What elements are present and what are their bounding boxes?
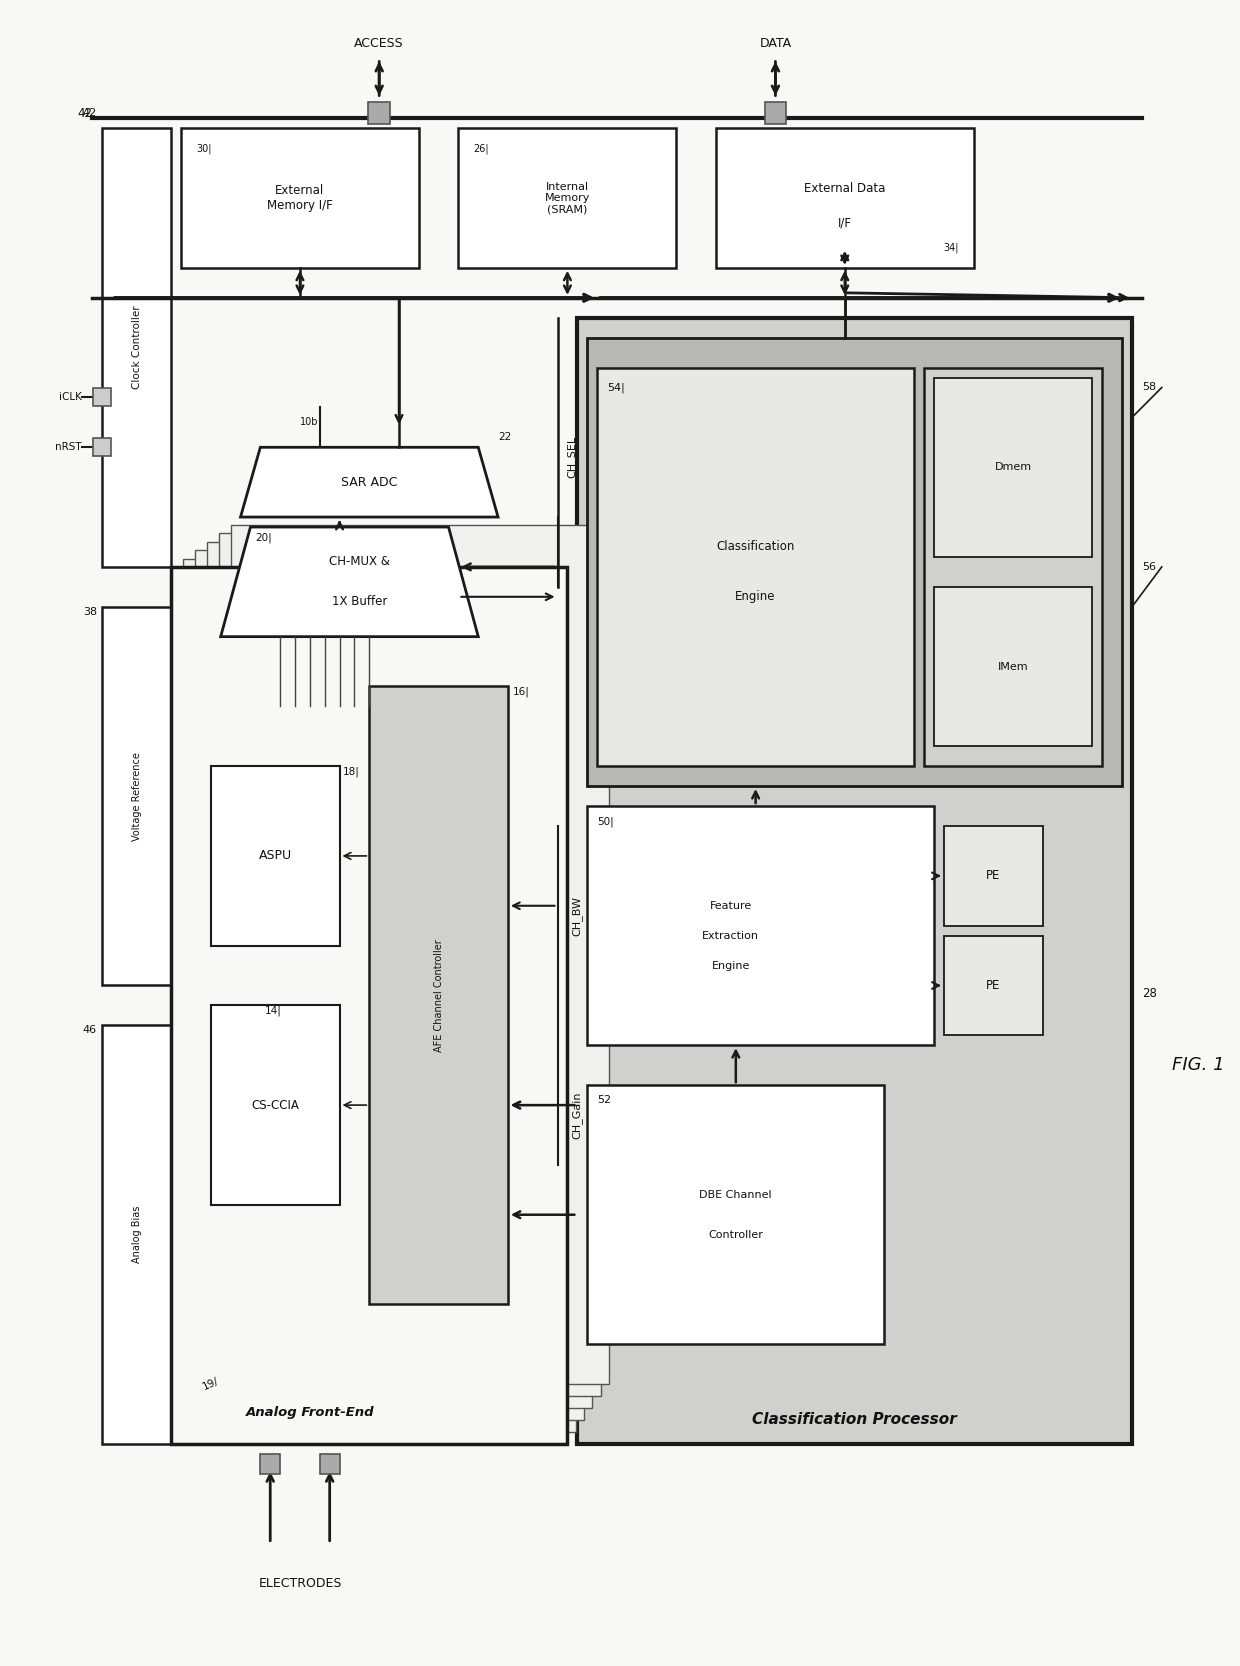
Text: Engine: Engine bbox=[735, 590, 776, 603]
Text: CS-CCIA: CS-CCIA bbox=[252, 1098, 299, 1111]
Text: FIG. 1: FIG. 1 bbox=[1172, 1056, 1224, 1075]
Text: Feature: Feature bbox=[709, 901, 751, 911]
Bar bbox=[588, 1085, 884, 1344]
Bar bbox=[598, 368, 914, 766]
Bar bbox=[944, 826, 1043, 926]
Bar bbox=[195, 550, 584, 1419]
Text: 50|: 50| bbox=[598, 816, 614, 826]
Text: 58: 58 bbox=[1142, 383, 1156, 393]
Text: nRST: nRST bbox=[56, 441, 82, 451]
Text: 54|: 54| bbox=[608, 383, 625, 393]
Text: Analog Front-End: Analog Front-End bbox=[246, 1406, 374, 1419]
Bar bbox=[171, 566, 568, 1444]
Text: 52: 52 bbox=[598, 1095, 611, 1105]
Text: SAR ADC: SAR ADC bbox=[341, 476, 398, 488]
Bar bbox=[320, 1454, 340, 1474]
Bar bbox=[184, 558, 575, 1433]
Text: 1X Buffer: 1X Buffer bbox=[331, 595, 387, 608]
Bar bbox=[231, 525, 609, 1384]
Bar bbox=[181, 128, 419, 268]
Text: 38: 38 bbox=[83, 606, 97, 616]
Bar bbox=[934, 586, 1092, 746]
Text: PE: PE bbox=[986, 870, 1001, 883]
Text: Dmem: Dmem bbox=[994, 461, 1032, 471]
Text: 26|: 26| bbox=[474, 143, 489, 153]
Text: 46: 46 bbox=[83, 1025, 97, 1035]
Text: 20|: 20| bbox=[255, 531, 272, 543]
Bar bbox=[102, 1025, 171, 1444]
Bar bbox=[944, 936, 1043, 1035]
Bar bbox=[765, 102, 786, 125]
Text: PE: PE bbox=[986, 980, 1001, 991]
Text: 28: 28 bbox=[1142, 986, 1157, 1000]
Text: Classification: Classification bbox=[717, 540, 795, 553]
Text: Internal
Memory
(SRAM): Internal Memory (SRAM) bbox=[544, 182, 590, 215]
Text: ASPU: ASPU bbox=[259, 850, 291, 863]
Bar bbox=[260, 1454, 280, 1474]
Text: AFE Channel Controller: AFE Channel Controller bbox=[434, 940, 444, 1051]
Text: DATA: DATA bbox=[759, 37, 791, 50]
Bar bbox=[934, 378, 1092, 556]
Text: CH-MUX &: CH-MUX & bbox=[329, 555, 389, 568]
Polygon shape bbox=[241, 446, 498, 516]
Text: 30|: 30| bbox=[196, 143, 212, 153]
Bar bbox=[715, 128, 973, 268]
Text: 10b: 10b bbox=[300, 418, 319, 428]
Text: 18|: 18| bbox=[342, 766, 360, 776]
Text: CH_BW: CH_BW bbox=[572, 896, 583, 936]
Text: Engine: Engine bbox=[712, 961, 750, 971]
Text: CH_SEL: CH_SEL bbox=[567, 436, 578, 478]
Bar bbox=[93, 438, 110, 456]
Bar bbox=[588, 338, 1122, 786]
Text: I/F: I/F bbox=[838, 217, 852, 230]
Text: Clock Controller: Clock Controller bbox=[131, 307, 141, 390]
Text: iCLK: iCLK bbox=[60, 393, 82, 403]
Bar bbox=[102, 128, 171, 566]
Text: 16|: 16| bbox=[513, 686, 529, 696]
Bar bbox=[211, 1005, 340, 1205]
Text: Controller: Controller bbox=[708, 1230, 764, 1240]
Bar bbox=[370, 686, 508, 1304]
Text: 22: 22 bbox=[498, 431, 511, 441]
Text: IMem: IMem bbox=[998, 661, 1028, 671]
Bar bbox=[211, 766, 340, 946]
Text: 14|: 14| bbox=[265, 1005, 283, 1016]
Text: 42: 42 bbox=[77, 107, 92, 120]
Text: 34|: 34| bbox=[944, 243, 959, 253]
Bar bbox=[588, 806, 934, 1045]
Text: 19/: 19/ bbox=[201, 1376, 221, 1393]
Bar bbox=[459, 128, 676, 268]
Text: Voltage Reference: Voltage Reference bbox=[131, 751, 141, 841]
Text: DBE Channel: DBE Channel bbox=[699, 1190, 773, 1200]
Bar bbox=[207, 541, 593, 1408]
Bar bbox=[102, 606, 171, 986]
Polygon shape bbox=[221, 526, 479, 636]
Text: External Data: External Data bbox=[804, 182, 885, 195]
Text: ELECTRODES: ELECTRODES bbox=[258, 1578, 342, 1589]
Bar bbox=[218, 533, 600, 1396]
Text: CH_Gain: CH_Gain bbox=[572, 1091, 583, 1140]
Bar bbox=[92, 88, 1142, 1583]
Bar bbox=[578, 318, 1132, 1444]
Bar bbox=[368, 102, 391, 125]
Text: ACCESS: ACCESS bbox=[355, 37, 404, 50]
Bar bbox=[93, 388, 110, 407]
Text: 56: 56 bbox=[1142, 561, 1156, 571]
Text: External
Memory I/F: External Memory I/F bbox=[267, 185, 332, 212]
Text: Analog Bias: Analog Bias bbox=[131, 1206, 141, 1263]
Bar bbox=[924, 368, 1102, 766]
Text: 42: 42 bbox=[83, 108, 97, 118]
Text: Classification Processor: Classification Processor bbox=[753, 1411, 957, 1426]
Text: Extraction: Extraction bbox=[702, 931, 759, 941]
